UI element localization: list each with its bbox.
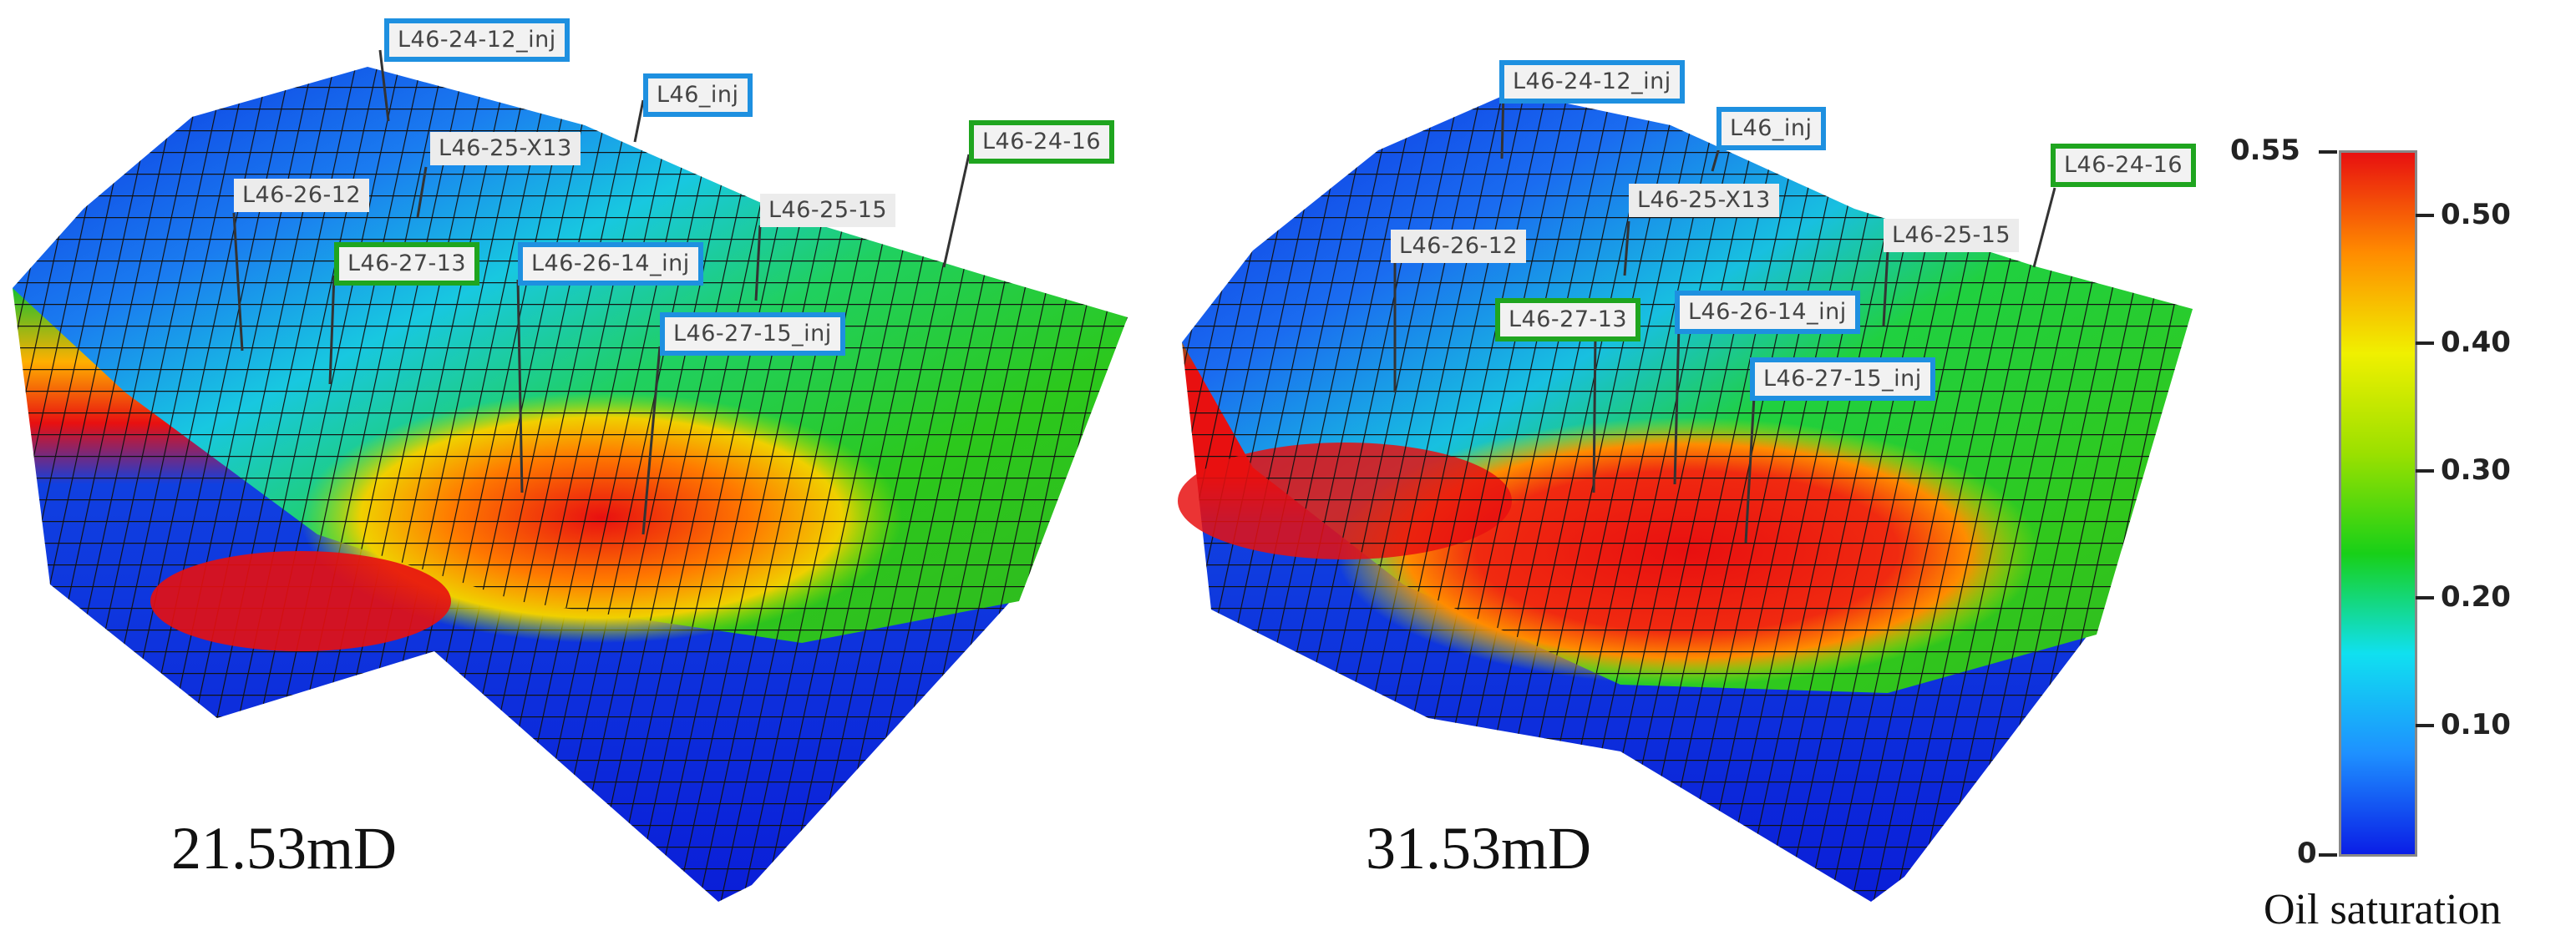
tick-label: 0.20	[2441, 580, 2511, 614]
well-label-l46-27-13: L46-27-13	[334, 242, 480, 286]
tick-mark	[2416, 469, 2434, 473]
model-panel-right: L46-24-12_inj L46_inj L46-24-16 L46-25-X…	[1153, 0, 2205, 951]
well-label-l46-24-12-inj: L46-24-12_inj	[1499, 60, 1685, 104]
well-label-l46-27-15-inj: L46-27-15_inj	[1750, 357, 1935, 401]
permeability-label-right: 31.53mD	[1366, 815, 1591, 882]
tick-label: 0.30	[2441, 453, 2511, 487]
tick-mark	[2416, 214, 2434, 217]
tick-mark-max	[2319, 150, 2337, 154]
well-label-l46-25-15: L46-25-15	[760, 194, 896, 227]
tick-label-min: 0	[2297, 837, 2317, 870]
well-label-l46-26-14-inj: L46-26-14_inj	[518, 242, 703, 286]
well-label-l46-27-15-inj: L46-27-15_inj	[660, 312, 845, 356]
tick-label: 0.50	[2441, 198, 2511, 231]
well-label-l46-inj: L46_inj	[643, 73, 753, 117]
well-lines-left	[232, 49, 971, 535]
colorbar-title: Oil saturation	[2264, 886, 2502, 933]
well-label-l46-25-x13: L46-25-X13	[1629, 184, 1779, 217]
well-label-l46-24-12-inj: L46-24-12_inj	[384, 18, 570, 62]
tick-mark	[2416, 724, 2434, 727]
well-label-l46-26-12: L46-26-12	[1391, 230, 1527, 263]
tick-mark-min	[2319, 853, 2337, 857]
well-label-l46-24-16: L46-24-16	[969, 120, 1115, 164]
model-panel-left: L46-24-12_inj L46_inj L46-24-16 L46-25-X…	[0, 0, 1136, 951]
well-label-l46-inj: L46_inj	[1716, 107, 1826, 150]
well-label-l46-26-12: L46-26-12	[234, 179, 370, 212]
tick-mark	[2416, 341, 2434, 345]
colorbar-legend: 0.55 0 0.10 0.20 0.30 0.40 0.50 Oil satu…	[2205, 134, 2556, 935]
well-label-l46-26-14-inj: L46-26-14_inj	[1675, 291, 1860, 334]
tick-label: 0.10	[2441, 708, 2511, 741]
well-label-l46-25-x13: L46-25-X13	[430, 132, 581, 165]
well-lines-right	[1393, 91, 2056, 544]
colorbar-gradient	[2339, 150, 2417, 857]
well-label-l46-25-15: L46-25-15	[1884, 219, 2020, 252]
tick-mark	[2416, 596, 2434, 599]
tick-label: 0.40	[2441, 326, 2511, 359]
permeability-label-left: 21.53mD	[171, 815, 397, 882]
tick-label-max: 0.55	[2230, 134, 2300, 167]
reservoir-grid-3d-right	[1178, 91, 2193, 902]
well-label-l46-27-13: L46-27-13	[1495, 298, 1641, 341]
well-label-l46-24-16: L46-24-16	[2051, 144, 2197, 187]
